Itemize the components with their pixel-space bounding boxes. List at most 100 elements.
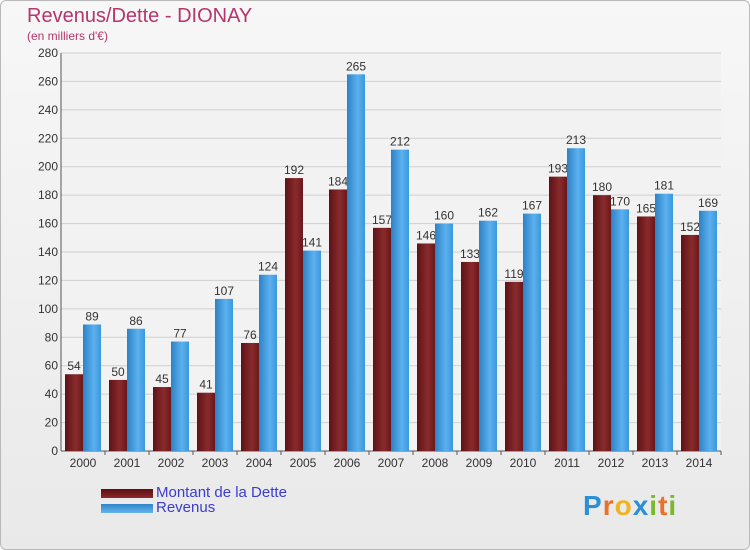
logo-letter: x: [632, 490, 650, 521]
bar-revenue: [567, 148, 585, 451]
bar-revenue: [435, 223, 453, 451]
y-tick-label: 200: [38, 160, 58, 174]
bar-debt: [549, 176, 567, 451]
x-tick-label: 2010: [510, 456, 537, 470]
data-label-debt: 152: [680, 220, 700, 234]
data-label-debt: 45: [155, 372, 169, 386]
chart-subtitle: (en milliers d'€): [27, 29, 108, 43]
bar-revenue: [303, 250, 321, 451]
x-tick-label: 2011: [554, 456, 580, 470]
y-tick-label: 140: [38, 245, 58, 259]
data-label-revenue: 169: [698, 196, 718, 210]
y-tick-label: 240: [38, 103, 58, 117]
y-tick-label: 0: [51, 444, 58, 458]
data-label-revenue: 213: [566, 133, 586, 147]
data-label-revenue: 77: [173, 327, 187, 341]
x-tick-label: 2006: [334, 456, 361, 470]
y-tick-label: 100: [38, 302, 58, 316]
bar-debt: [241, 342, 259, 451]
logo-letter: i: [649, 490, 659, 521]
y-tick-label: 220: [38, 131, 58, 145]
bar-revenue: [655, 193, 673, 451]
bar-revenue: [523, 213, 541, 451]
data-label-revenue: 107: [214, 284, 234, 298]
data-label-debt: 41: [199, 378, 213, 392]
x-tick-label: 2001: [114, 456, 141, 470]
y-tick-label: 40: [45, 387, 59, 401]
bar-debt: [65, 374, 83, 451]
data-label-debt: 76: [243, 328, 257, 342]
y-tick-label: 160: [38, 217, 58, 231]
y-tick-label: 80: [45, 330, 59, 344]
data-label-revenue: 212: [390, 135, 410, 149]
bar-revenue: [83, 324, 101, 451]
data-label-revenue: 124: [258, 260, 278, 274]
data-label-revenue: 170: [610, 194, 630, 208]
data-label-debt: 54: [67, 359, 81, 373]
data-label-revenue: 167: [522, 199, 542, 213]
x-tick-label: 2014: [686, 456, 713, 470]
bar-debt: [681, 234, 699, 451]
data-label-revenue: 86: [129, 314, 143, 328]
bar-revenue: [215, 298, 233, 451]
x-tick-label: 2002: [158, 456, 185, 470]
chart-title: Revenus/Dette - DIONAY: [27, 5, 253, 27]
bar-debt: [461, 261, 479, 451]
legend-swatch-revenue: [101, 504, 153, 513]
bar-debt: [593, 195, 611, 451]
bar-debt: [417, 243, 435, 451]
bar-debt: [197, 392, 215, 451]
data-label-debt: 184: [328, 174, 348, 188]
y-tick-label: 120: [38, 273, 58, 287]
bar-debt: [637, 216, 655, 451]
data-label-debt: 192: [284, 163, 304, 177]
legend-swatch-debt: [101, 489, 153, 498]
data-label-revenue: 162: [478, 206, 498, 220]
data-label-revenue: 160: [434, 209, 454, 223]
data-label-revenue: 181: [654, 179, 674, 193]
data-label-debt: 119: [504, 267, 523, 281]
data-label-debt: 146: [416, 228, 436, 242]
data-label-debt: 165: [636, 201, 656, 215]
bar-debt: [329, 189, 347, 451]
logo-letter: i: [668, 490, 678, 521]
x-tick-label: 2003: [202, 456, 229, 470]
bar-revenue: [347, 74, 365, 452]
logo-letter: t: [658, 490, 669, 521]
x-tick-label: 2000: [70, 456, 97, 470]
y-tick-label: 260: [38, 74, 58, 88]
x-tick-label: 2007: [378, 456, 405, 470]
bar-debt: [153, 387, 171, 451]
proxiti-logo: Proxiti: [583, 490, 677, 522]
y-tick-label: 280: [38, 46, 58, 60]
legend-label-debt: Montant de la Dette: [156, 484, 287, 501]
data-label-debt: 50: [111, 365, 125, 379]
bar-debt: [109, 379, 127, 451]
bar-debt: [285, 178, 303, 452]
x-tick-label: 2013: [642, 456, 669, 470]
y-tick-label: 180: [38, 188, 58, 202]
logo-letter: o: [614, 490, 633, 521]
x-tick-label: 2012: [598, 456, 625, 470]
bar-revenue: [479, 220, 497, 451]
x-tick-label: 2009: [466, 456, 493, 470]
bar-revenue: [699, 210, 717, 451]
y-tick-label: 20: [45, 416, 59, 430]
bar-revenue: [611, 209, 629, 451]
bar-debt: [505, 281, 523, 451]
legend-label-revenue: Revenus: [156, 499, 216, 516]
data-label-debt: 180: [592, 180, 612, 194]
bar-revenue: [127, 328, 145, 451]
logo-letter: P: [583, 490, 603, 521]
x-tick-label: 2008: [422, 456, 449, 470]
x-tick-label: 2005: [290, 456, 317, 470]
bar-revenue: [391, 149, 409, 451]
data-label-debt: 133: [460, 247, 480, 261]
bar-revenue: [171, 341, 189, 451]
bar-revenue: [259, 274, 277, 451]
x-tick-label: 2004: [246, 456, 273, 470]
data-label-debt: 157: [372, 213, 392, 227]
bar-debt: [373, 227, 391, 451]
